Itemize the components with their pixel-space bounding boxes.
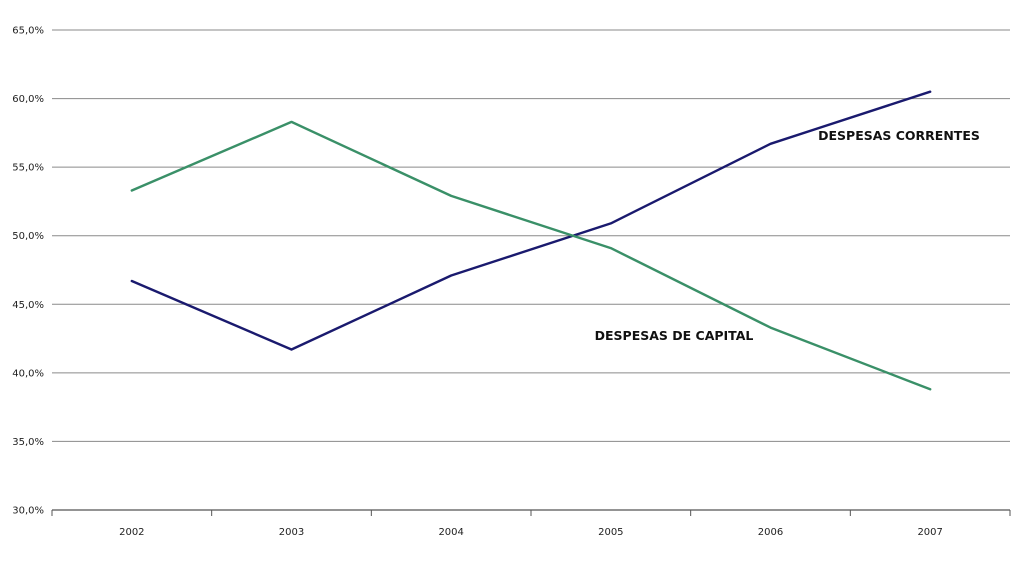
series-line-1: [130, 90, 932, 351]
gridlines: [52, 29, 1010, 511]
y-tick-label: 45,0%: [12, 300, 44, 311]
y-tick-label: 30,0%: [12, 506, 44, 517]
y-tick-label: 40,0%: [12, 368, 44, 379]
y-tick-label: 60,0%: [12, 94, 44, 105]
series-label-despesas-correntes: DESPESAS CORRENTES: [818, 128, 980, 143]
series-labels: DESPESAS CORRENTES DESPESAS DE CAPITAL: [595, 128, 980, 343]
series-label-despesas-de-capital: DESPESAS DE CAPITAL: [595, 328, 754, 343]
series-lines: [130, 90, 932, 391]
x-tick-label: 2007: [917, 527, 942, 538]
x-tick-label: 2002: [119, 527, 144, 538]
y-tick-label: 55,0%: [12, 163, 44, 174]
x-tick-label: 2003: [279, 527, 304, 538]
x-tick-label: 2006: [758, 527, 783, 538]
series-line-2: [130, 120, 932, 391]
y-tick-label: 50,0%: [12, 231, 44, 242]
y-tick-label: 65,0%: [12, 26, 44, 37]
y-tick-label: 35,0%: [12, 437, 44, 448]
y-axis-tick-labels: 30,0% 35,0% 40,0% 45,0% 50,0% 55,0% 60,0% 65,0%: [12, 26, 44, 517]
x-tick-label: 2005: [598, 527, 623, 538]
x-axis: 2002 2003 2004 2005 2006 2007: [51, 510, 1011, 538]
x-tick-label: 2004: [438, 527, 463, 538]
